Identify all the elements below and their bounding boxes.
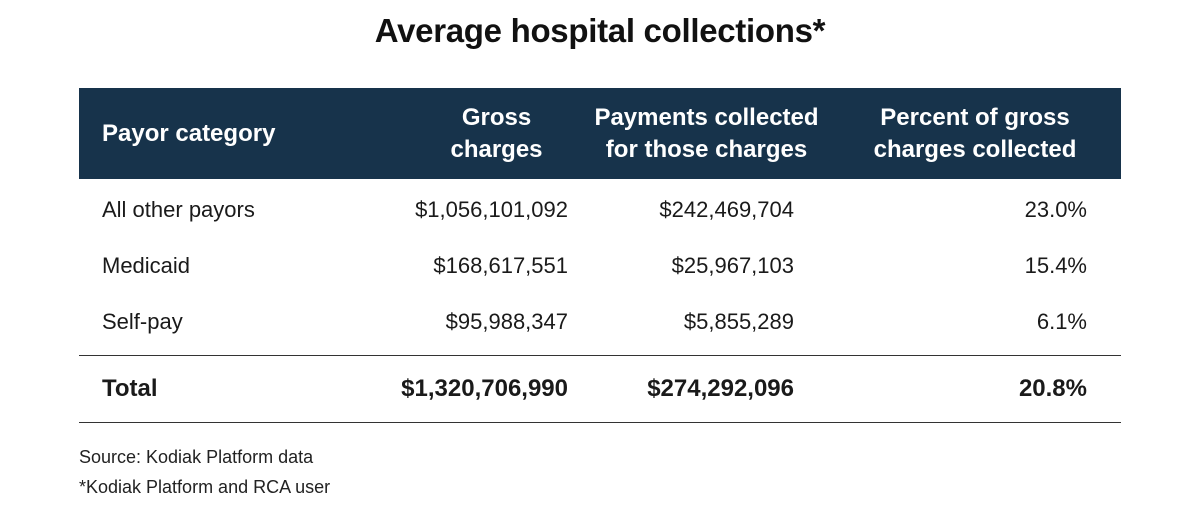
- header-payments-collected-line-2: for those charges: [605, 135, 808, 163]
- cell-percent-collected: 23.0%: [1024, 197, 1087, 222]
- cell-payments-collected: $25,967,103: [671, 253, 794, 278]
- header-gross-charges: Gross charges: [359, 88, 574, 179]
- cell-percent-collected: 15.4%: [1024, 253, 1087, 278]
- table-header: Payor category Gross charges Payments co…: [79, 88, 1121, 179]
- cell-gross-charges: $1,056,101,092: [415, 197, 568, 222]
- header-payor-category-line-1: Payor category: [102, 119, 276, 147]
- header-row: Payor category Gross charges Payments co…: [79, 88, 1121, 179]
- cell-total-percent-collected: 20.8%: [829, 355, 1121, 423]
- cell-payments-collected: $242,469,704: [659, 197, 794, 222]
- header-percent-collected-line-1: Percent of gross: [880, 103, 1070, 131]
- header-percent-collected: Percent of gross charges collected: [829, 88, 1121, 179]
- cell-gross-charges: $168,617,551: [433, 253, 568, 278]
- header-gross-charges-line-1: Gross: [461, 103, 532, 131]
- cell-total-label: Total: [79, 355, 359, 423]
- table-row-medicaid: Medicaid $168,617,551 $25,967,103 15.4%: [79, 238, 1121, 294]
- table-row-self-pay: Self-pay $95,988,347 $5,855,289 6.1%: [79, 294, 1121, 350]
- cell-payments-collected: $5,855,289: [683, 309, 794, 334]
- cell-total-payments-collected: $274,292,096: [574, 355, 829, 423]
- header-payor-category: Payor category: [79, 88, 359, 179]
- header-percent-collected-line-2: charges collected: [873, 135, 1077, 163]
- footnote: *Kodiak Platform and RCA user: [79, 477, 331, 497]
- header-payments-collected-line-1: Payments collected: [594, 103, 819, 131]
- collections-table: Payor category Gross charges Payments co…: [79, 88, 1121, 423]
- cell-gross-charges: $95,988,347: [445, 309, 568, 334]
- cell-category: Medicaid: [102, 253, 191, 278]
- header-gross-charges-line-2: charges: [450, 135, 543, 163]
- cell-category: Self-pay: [102, 309, 183, 334]
- chart-title: Average hospital collections*: [374, 12, 826, 49]
- cell-category: All other payors: [102, 197, 255, 222]
- source-note: Source: Kodiak Platform data: [79, 447, 314, 467]
- table-row-total: Total $1,320,706,990 $274,292,096 20.8%: [79, 355, 1121, 423]
- table-row-all-other-payors: All other payors $1,056,101,092 $242,469…: [79, 179, 1121, 238]
- collections-table-container: Payor category Gross charges Payments co…: [79, 88, 1121, 423]
- cell-total-gross-charges: $1,320,706,990: [359, 355, 574, 423]
- cell-percent-collected: 6.1%: [1036, 309, 1087, 334]
- header-payments-collected: Payments collected for those charges: [574, 88, 829, 179]
- table-body: All other payors $1,056,101,092 $242,469…: [79, 179, 1121, 423]
